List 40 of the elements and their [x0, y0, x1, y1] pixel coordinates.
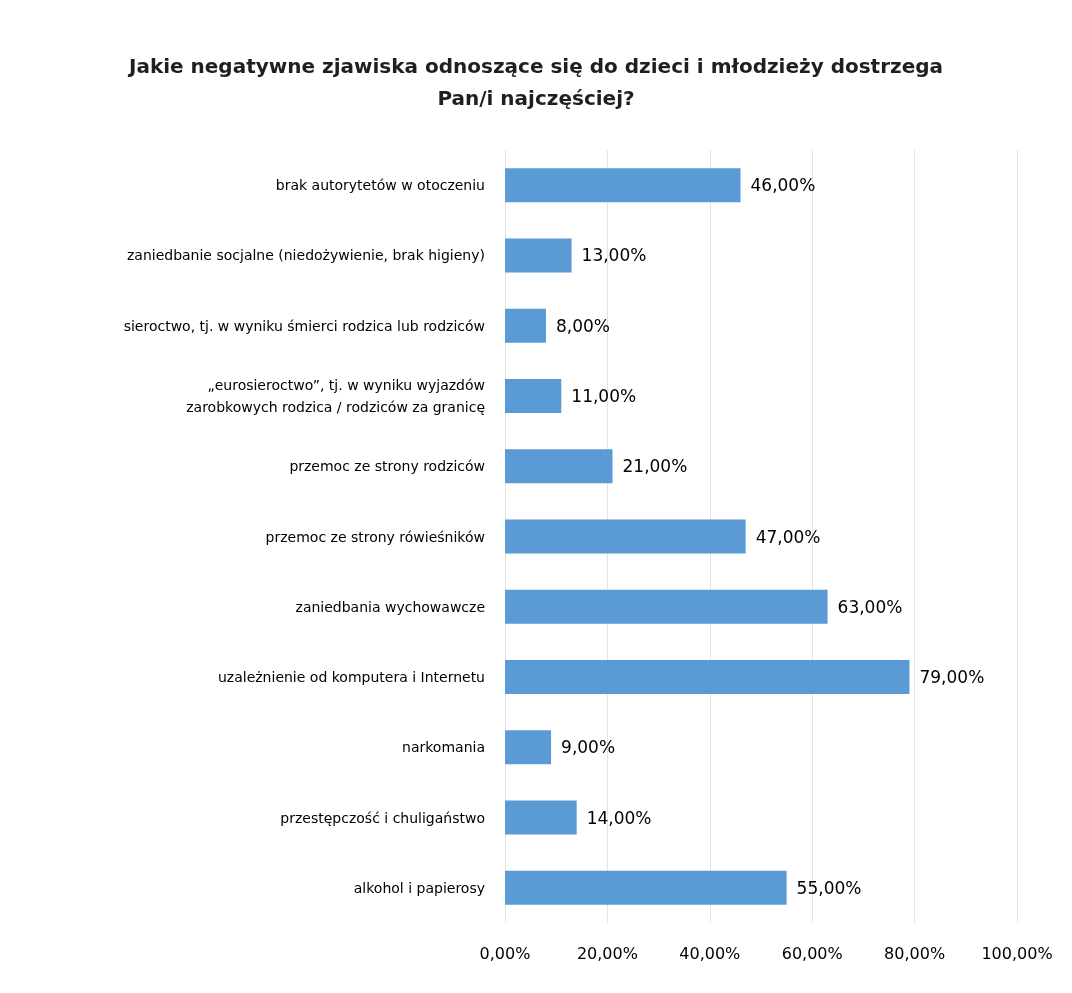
y-tick-label: uzależnienie od komputera i Internetu [217, 669, 485, 686]
y-tick-label: brak autorytetów w otoczeniu [275, 177, 485, 194]
data-label: 63,00% [837, 596, 903, 617]
data-label: 46,00% [750, 175, 816, 196]
x-tick-label: 40,00% [679, 943, 741, 963]
data-label: 8,00% [555, 315, 610, 336]
bar [505, 449, 613, 484]
y-tick-label: „eurosieroctwo”, tj. w wyniku wyjazdów zarobkowych rodzica / rodziców za granicę [186, 376, 485, 415]
bar [505, 660, 910, 695]
bar [505, 308, 546, 343]
x-tick-label: 20,00% [576, 943, 638, 963]
y-tick-label: alkohol i papierosy [353, 879, 485, 896]
data-label: 13,00% [581, 245, 647, 266]
bar [505, 730, 552, 765]
bar [505, 378, 562, 413]
bar [505, 870, 787, 905]
bar [505, 519, 746, 554]
data-label: 79,00% [919, 667, 985, 688]
bar [505, 589, 828, 624]
x-tick-label: 60,00% [781, 943, 843, 963]
y-tick-label: przestępczość i chuligaństwo [280, 809, 485, 826]
y-tick-label: sieroctwo, tj. w wyniku śmierci rodzica lub rodziców [123, 317, 485, 334]
chart-title: Jakie negatywne zjawiska odnoszące się do dzieci i młodzieży dostrzega Pan/i najczęściej? [126, 54, 944, 110]
x-tick-label: 80,00% [884, 943, 946, 963]
data-label: 47,00% [755, 526, 821, 547]
data-label: 55,00% [796, 877, 862, 898]
data-label: 11,00% [571, 385, 637, 406]
y-tick-label: zaniedbanie socjalne (niedożywienie, brak higieny) [126, 247, 485, 264]
data-label: 9,00% [561, 737, 616, 758]
x-tick-label: 100,00% [981, 943, 1053, 963]
y-tick-label: zaniedbania wychowawcze [295, 598, 485, 615]
x-tick-label: 0,00% [479, 943, 531, 963]
y-tick-label: przemoc ze strony rówieśników [265, 528, 485, 545]
y-tick-label: narkomania [402, 739, 485, 756]
data-label: 21,00% [622, 456, 688, 477]
y-tick-label: przemoc ze strony rodziców [289, 458, 485, 475]
data-label: 14,00% [586, 807, 652, 828]
bar [505, 800, 577, 835]
bar [505, 168, 741, 203]
bar [505, 238, 572, 273]
